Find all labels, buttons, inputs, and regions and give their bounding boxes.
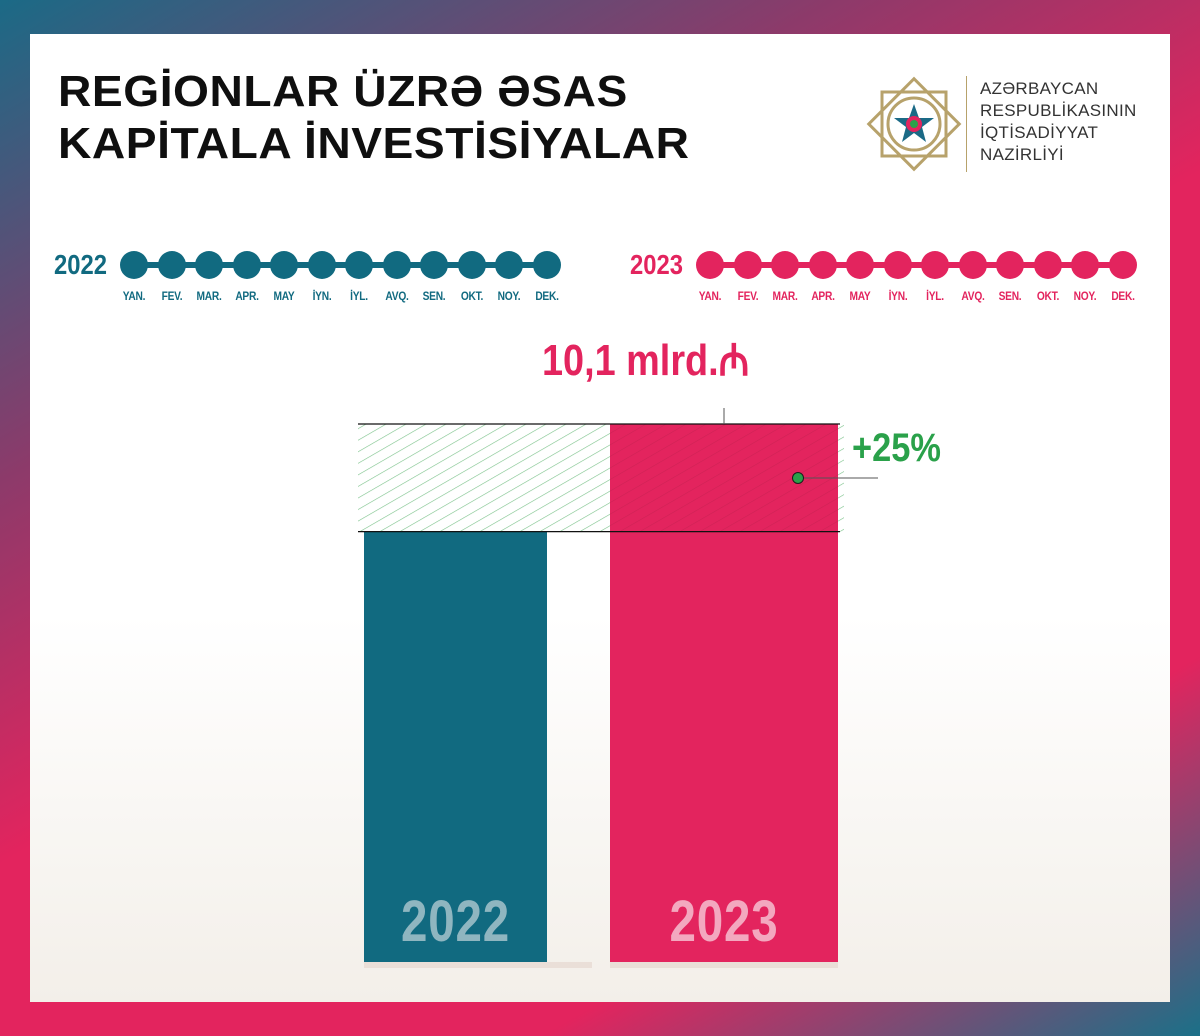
- logo-divider: [966, 76, 967, 172]
- timeline-dot-2022-4: [232, 251, 261, 279]
- bar-label-2022: 2022: [400, 889, 511, 954]
- month-label-2023-2: FEV.: [737, 289, 758, 303]
- month-label-2023-8: AVQ.: [960, 289, 985, 303]
- timeline-dot-2022-3: [195, 251, 223, 279]
- timeline-dot-2023-12: [1108, 251, 1137, 279]
- timeline-dot-2023-6: [883, 251, 912, 279]
- month-label-2022-3: MAR.: [196, 289, 222, 303]
- timeline-dot-2023-2: [733, 251, 762, 279]
- timeline-year-2023: 2023: [630, 249, 683, 280]
- manat-icon: ₼: [718, 336, 750, 385]
- ministry-line-3: İQTİSADİYYAT: [980, 123, 1099, 142]
- ministry-emblem-icon: [866, 76, 962, 172]
- bar-label-2023: 2023: [669, 889, 779, 954]
- ministry-name: AZƏRBAYCAN RESPUBLİKASININ İQTİSADİYYAT …: [980, 78, 1137, 166]
- month-label-2023-10: OKT.: [1036, 289, 1059, 303]
- timeline-dot-2022-9: [420, 251, 448, 279]
- timeline-dot-2022-2: [157, 251, 186, 279]
- timeline-dot-2023-1: [696, 251, 724, 279]
- month-label-2023-7: İYL.: [926, 289, 944, 303]
- timeline-line-2022: [134, 262, 547, 268]
- timeline-dot-2022-12: [532, 251, 561, 279]
- month-label-2023-12: DEK.: [1110, 289, 1135, 303]
- month-label-2022-7: İYL.: [350, 289, 368, 303]
- timeline-dot-2023-8: [958, 251, 987, 279]
- month-label-2022-1: YAN.: [122, 289, 146, 303]
- month-label-2023-4: APR.: [810, 289, 835, 303]
- month-label-2022-5: MAY: [273, 289, 295, 303]
- timeline-line-2023: [710, 262, 1123, 268]
- ministry-line-2: RESPUBLİKASININ: [980, 101, 1137, 120]
- ministry-line-4: NAZİRLİYİ: [980, 145, 1064, 164]
- month-label-2022-10: OKT.: [460, 289, 483, 303]
- month-label-2022-8: AVQ.: [384, 289, 409, 303]
- growth-percentage-label: +25%: [852, 426, 941, 470]
- month-label-2022-2: FEV.: [161, 289, 182, 303]
- month-label-2022-4: APR.: [234, 289, 259, 303]
- timeline-dot-2022-1: [120, 251, 148, 279]
- title-line-1: REGİONLAR ÜZRƏ ƏSAS: [58, 67, 628, 116]
- month-label-2022-12: DEK.: [534, 289, 559, 303]
- month-label-2023-3: MAR.: [772, 289, 798, 303]
- bar-shadow-2023: [610, 962, 838, 968]
- month-label-2022-6: İYN.: [312, 289, 331, 303]
- timeline-dot-2023-9: [996, 251, 1024, 279]
- timeline-dot-2022-8: [382, 251, 411, 279]
- ministry-line-1: AZƏRBAYCAN: [980, 79, 1099, 98]
- bar-2022: [364, 531, 547, 962]
- month-label-2023-1: YAN.: [698, 289, 722, 303]
- timeline-dot-2023-10: [1033, 251, 1062, 279]
- timeline-dot-2022-7: [345, 251, 373, 279]
- month-label-2023-6: İYN.: [888, 289, 907, 303]
- timeline-dot-2023-7: [921, 251, 949, 279]
- timeline-dot-2023-5: [846, 251, 874, 279]
- timeline-dot-2023-3: [771, 251, 799, 279]
- timeline-dot-2023-4: [808, 251, 837, 279]
- title-line-2: KAPİTALA İNVESTİSİYALAR: [58, 119, 690, 168]
- month-label-2022-11: NOY.: [497, 289, 521, 303]
- month-label-2023-9: SEN.: [998, 289, 1022, 303]
- timeline-year-2022: 2022: [54, 249, 107, 280]
- month-label-2023-5: MAY: [849, 289, 871, 303]
- timeline-dot-2023-11: [1071, 251, 1099, 279]
- bar-shadow-2022: [364, 962, 592, 968]
- month-label-2022-9: SEN.: [422, 289, 446, 303]
- timeline-dot-2022-11: [495, 251, 523, 279]
- month-label-2023-11: NOY.: [1073, 289, 1097, 303]
- total-value-label: 10,1 mlrd.₼: [542, 328, 749, 388]
- page-title: REGİONLAR ÜZRƏ ƏSAS KAPİTALA İNVESTİSİYA…: [58, 66, 690, 170]
- total-value-text: 10,1 mlrd.: [542, 336, 719, 385]
- timeline-dot-2022-6: [307, 251, 336, 279]
- growth-marker-dot: [792, 472, 804, 484]
- timeline-dot-2022-10: [457, 251, 486, 279]
- timeline-dot-2022-5: [270, 251, 298, 279]
